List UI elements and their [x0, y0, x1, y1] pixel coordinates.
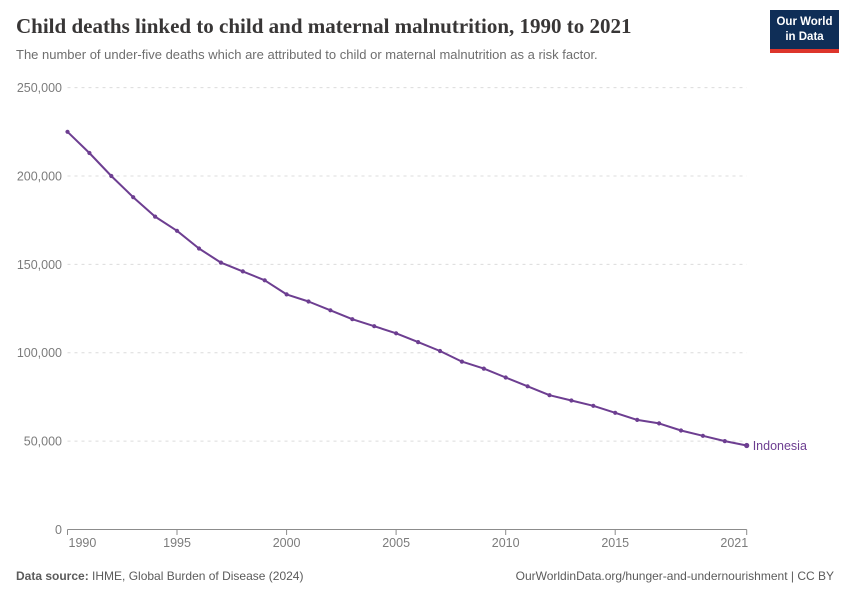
- data-line: [66, 130, 748, 447]
- data-source: Data source: IHME, Global Burden of Dise…: [16, 569, 303, 583]
- data-point: [525, 384, 530, 389]
- data-point: [635, 417, 640, 422]
- chart-subtitle: The number of under-five deaths which ar…: [16, 47, 598, 62]
- chart-footer: Data source: IHME, Global Burden of Dise…: [16, 569, 834, 583]
- data-source-label: Data source:: [16, 569, 89, 583]
- series-label: Indonesia: [753, 439, 807, 453]
- data-point: [87, 150, 92, 156]
- data-point: [394, 331, 399, 336]
- data-source-text: IHME, Global Burden of Disease (2024): [88, 569, 304, 583]
- y-tick-label: 0: [55, 523, 62, 537]
- y-tick-label: 100,000: [17, 346, 62, 360]
- data-point: [591, 403, 596, 408]
- data-point: [174, 228, 180, 233]
- credit-link[interactable]: OurWorldinData.org/hunger-and-undernouri…: [515, 569, 834, 583]
- x-tick-label: 2021: [720, 536, 748, 550]
- y-tick-label: 50,000: [24, 435, 62, 449]
- data-point: [153, 214, 158, 219]
- data-point: [678, 428, 684, 433]
- data-point: [240, 269, 245, 274]
- data-point: [437, 348, 443, 354]
- y-tick-label: 150,000: [17, 258, 62, 272]
- y-tick-label: 200,000: [17, 169, 62, 183]
- data-point: [350, 317, 355, 322]
- data-point: [416, 340, 421, 345]
- data-point: [657, 421, 662, 426]
- data-point: [306, 299, 311, 304]
- data-point: [372, 324, 377, 329]
- data-point: [569, 398, 574, 403]
- data-point: [284, 292, 289, 297]
- data-point: [700, 433, 706, 438]
- x-tick-label: 2010: [492, 536, 520, 550]
- data-point: [722, 439, 727, 444]
- data-point: [503, 375, 508, 380]
- x-tick-label: 2000: [273, 536, 301, 550]
- data-point: [131, 195, 136, 200]
- data-point: [262, 278, 267, 283]
- data-point: [328, 308, 333, 313]
- x-tick-label: 2015: [601, 536, 629, 550]
- y-tick-label: 250,000: [17, 81, 62, 95]
- x-axis: [67, 529, 748, 535]
- data-point: [65, 129, 70, 134]
- data-point: [218, 260, 223, 265]
- x-tick-label: 1990: [69, 536, 97, 550]
- data-point: [613, 410, 618, 415]
- data-point: [547, 393, 552, 398]
- page-title: Child deaths linked to child and materna…: [16, 14, 632, 38]
- data-point: [459, 359, 464, 364]
- data-point: [481, 366, 486, 371]
- owid-logo: Our World in Data: [770, 10, 839, 53]
- x-tick-label: 2005: [382, 536, 410, 550]
- owid-logo-line1: Our World: [776, 16, 833, 29]
- data-point: [196, 246, 202, 251]
- data-point: [744, 442, 750, 449]
- owid-logo-line2: in Data: [785, 30, 824, 43]
- x-tick-label: 1995: [163, 536, 191, 550]
- data-point: [109, 173, 114, 179]
